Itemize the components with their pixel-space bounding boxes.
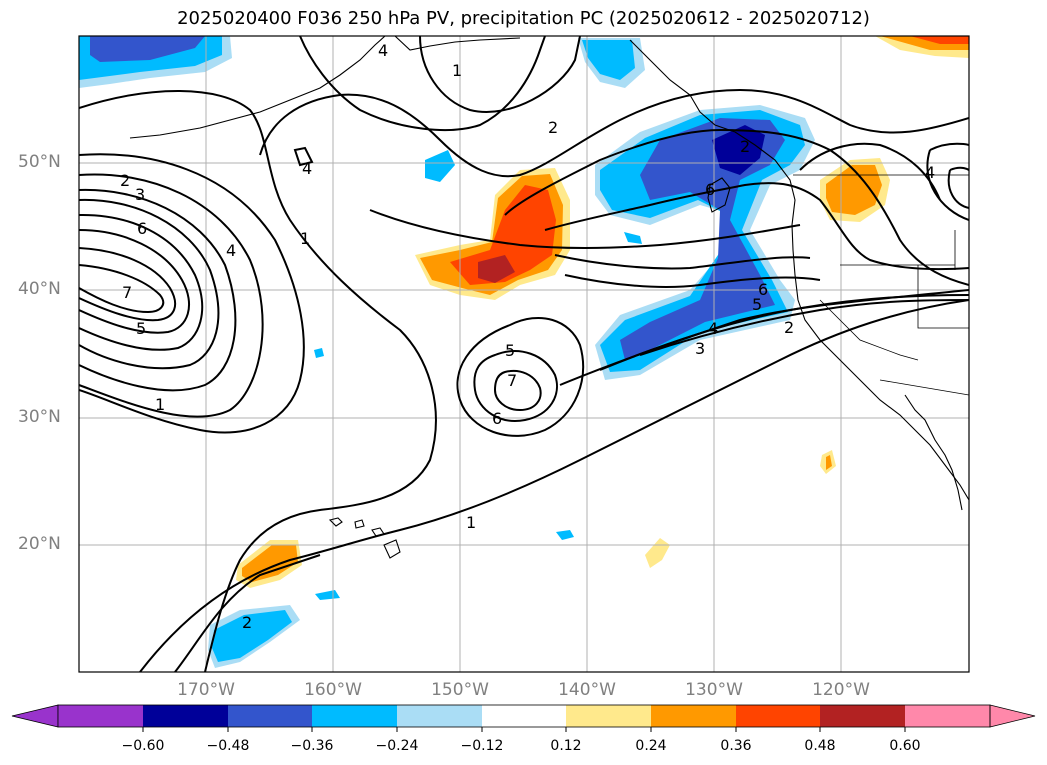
lon-label-120w: 120°W	[812, 680, 870, 700]
lat-label-30n: 30°N	[18, 407, 61, 427]
svg-text:4: 4	[708, 319, 718, 338]
svg-text:1: 1	[300, 229, 310, 248]
colorbar-extend-max	[989, 704, 1036, 728]
svg-text:7: 7	[122, 283, 132, 302]
svg-text:3: 3	[695, 339, 705, 358]
svg-text:4: 4	[226, 241, 236, 260]
svg-text:1: 1	[155, 395, 165, 414]
lat-label-50n: 50°N	[18, 152, 61, 172]
colorbar-tick-label: −0.36	[290, 738, 334, 754]
svg-text:6: 6	[705, 180, 715, 199]
coastlines	[129, 36, 969, 559]
colorbar-tick-label: 0.36	[720, 738, 752, 754]
lon-label-150w: 150°W	[431, 680, 489, 700]
lon-label-130w: 130°W	[685, 680, 743, 700]
svg-text:2: 2	[548, 118, 558, 137]
svg-text:5: 5	[505, 341, 515, 360]
colorbar-tick-label: 0.60	[889, 738, 921, 754]
colorbar-tick-label: 0.48	[804, 738, 836, 754]
svg-text:7: 7	[507, 371, 517, 390]
colorbar-tick-label: −0.48	[206, 738, 250, 754]
svg-text:6: 6	[137, 219, 147, 238]
plot-frame	[78, 35, 970, 673]
svg-text:6: 6	[758, 280, 768, 299]
svg-text:2: 2	[740, 137, 750, 156]
colorbar-tick-label: −0.60	[121, 738, 165, 754]
colorbar-tick-label: 0.24	[635, 738, 667, 754]
svg-text:6: 6	[492, 409, 502, 428]
colorbar-extend-min	[11, 704, 59, 728]
lon-label-160w: 160°W	[304, 680, 362, 700]
svg-text:5: 5	[752, 295, 762, 314]
svg-text:5: 5	[136, 319, 146, 338]
colorbar-tick-label: −0.12	[460, 738, 504, 754]
contour-labels: 2 3 6 4 7 5 1 1 4 1 2 4 5 7 6 1 3 4 5 6 …	[120, 41, 935, 632]
colorbar	[11, 704, 1036, 732]
svg-text:2: 2	[120, 171, 130, 190]
svg-text:4: 4	[302, 159, 312, 178]
colorbar-tick-label: −0.24	[375, 738, 419, 754]
svg-text:4: 4	[925, 163, 935, 182]
lat-label-20n: 20°N	[18, 534, 61, 554]
pv-contours	[79, 36, 969, 672]
lon-label-170w: 170°W	[177, 680, 235, 700]
colorbar-tick-label: 0.12	[550, 738, 582, 754]
svg-text:1: 1	[452, 61, 462, 80]
svg-text:1: 1	[466, 513, 476, 532]
svg-text:2: 2	[784, 318, 794, 337]
lon-label-140w: 140°W	[558, 680, 616, 700]
svg-text:3: 3	[135, 185, 145, 204]
svg-text:4: 4	[378, 41, 388, 60]
map-title: 2025020400 F036 250 hPa PV, precipitatio…	[177, 8, 870, 29]
lat-label-40n: 40°N	[18, 279, 61, 299]
graticule	[79, 36, 969, 672]
svg-text:2: 2	[242, 613, 252, 632]
